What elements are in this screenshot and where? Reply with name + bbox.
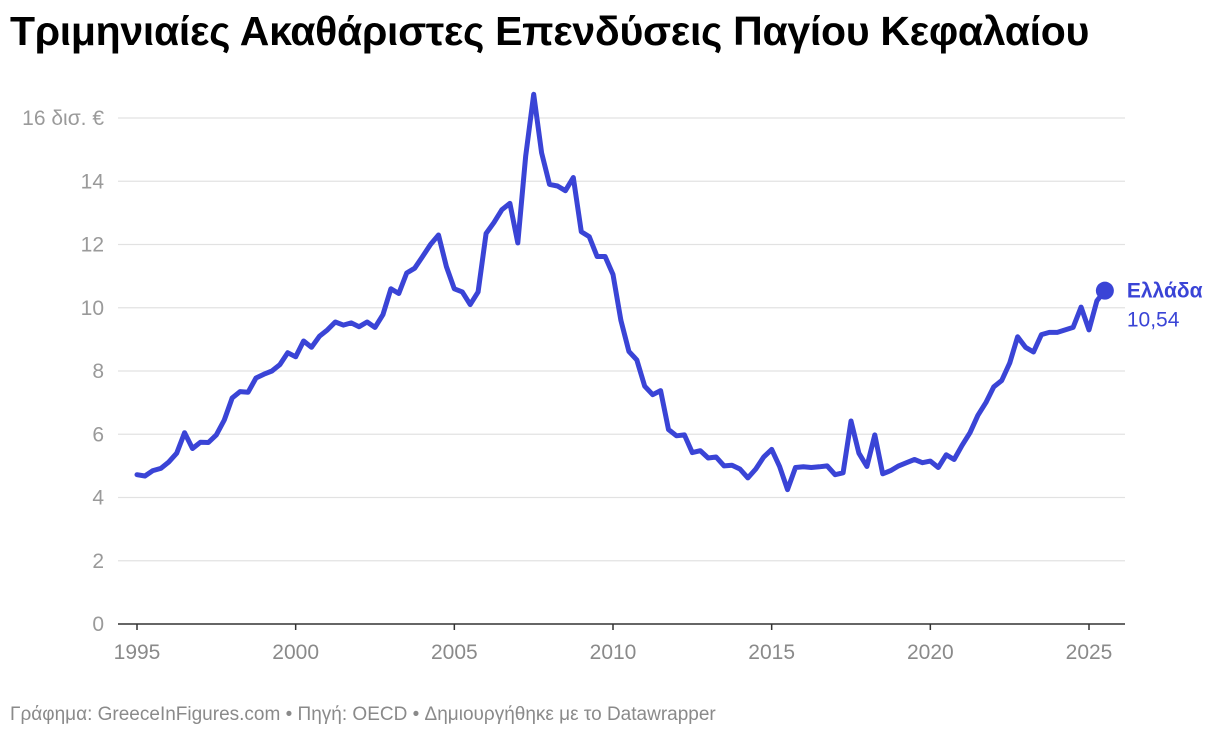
y-tick-label: 4 — [92, 487, 104, 510]
x-tick-label: 2010 — [590, 641, 637, 664]
series-end-point — [1095, 281, 1114, 300]
y-tick-label: 8 — [92, 360, 104, 383]
series-line — [134, 91, 1108, 493]
source-footer: Γράφημα: GreeceInFigures.com • Πηγή: OEC… — [10, 704, 716, 725]
x-tick-label: 2000 — [272, 641, 319, 664]
y-tick-label: 0 — [92, 613, 104, 636]
y-tick-label: 2 — [92, 550, 104, 573]
y-tick-label: 6 — [92, 423, 104, 446]
y-axis-ticks: 0 2 4 6 8 10 12 14 16 δισ. € — [22, 107, 104, 636]
y-tick-label: 12 — [81, 234, 104, 257]
x-tick-label: 2015 — [748, 641, 795, 664]
chart-title: Τριμηνιαίες Ακαθάριστες Επενδύσεις Παγίο… — [10, 8, 1090, 54]
gridlines — [118, 117, 1125, 625]
x-tick-label: 2025 — [1066, 641, 1113, 664]
y-tick-label: 16 δισ. € — [22, 107, 104, 130]
y-tick-label: 10 — [81, 297, 104, 320]
series-name-label: Ελλάδα — [1127, 280, 1203, 303]
x-axis-ticks: 1995 2000 2005 2010 2015 2020 2025 — [114, 624, 1113, 664]
x-tick-label: 2020 — [907, 641, 954, 664]
series-value-label: 10,54 — [1127, 309, 1180, 332]
series-layer — [134, 91, 1114, 493]
y-tick-label: 14 — [81, 170, 105, 193]
x-tick-label: 1995 — [114, 641, 161, 664]
end-labels: Ελλάδα 10,54 — [1127, 280, 1203, 332]
x-tick-label: 2005 — [431, 641, 478, 664]
